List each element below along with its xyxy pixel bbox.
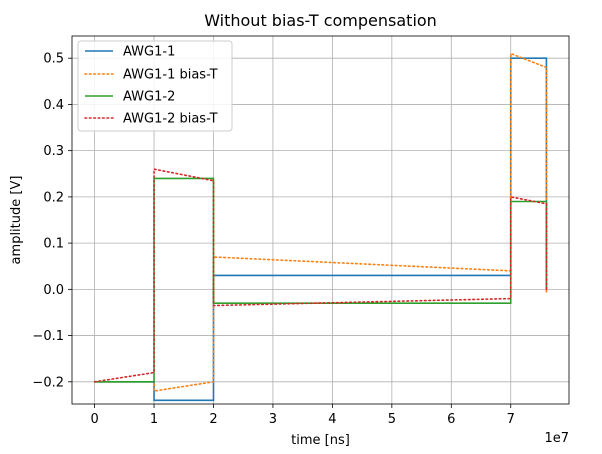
legend-label: AWG1-2 bias-T	[123, 112, 218, 127]
plot-series	[93, 52, 548, 402]
x-tick-label: 4	[328, 412, 336, 427]
x-axis-offset-label: 1e7	[544, 431, 569, 446]
x-tick-label: 2	[209, 412, 217, 427]
chart-title: Without bias-T compensation	[204, 11, 437, 30]
axis-ticks: 0 1 2 3 4 5 6 7 −0.2 −0.1 0.0 0.1 0.2 0.3 0.4 0.5	[32, 52, 514, 427]
x-tick-label: 7	[507, 412, 515, 427]
x-tick-label: 5	[388, 412, 396, 427]
x-tick-label: 0	[90, 412, 98, 427]
x-tick-label: 3	[269, 412, 277, 427]
legend-entry-awg1-1: AWG1-1	[85, 45, 175, 60]
y-tick-label: 0.3	[43, 144, 64, 159]
series-line-awg1-1-bias-t	[93, 52, 548, 392]
x-tick-label: 1	[150, 412, 158, 427]
y-tick-label: −0.2	[32, 375, 64, 390]
legend-entry-awg1-2-bias-t: AWG1-2 bias-T	[84, 112, 218, 127]
y-axis-title: amplitude [V]	[9, 176, 24, 265]
legend-label: AWG1-2	[123, 90, 175, 105]
y-tick-label: 0.5	[43, 52, 64, 67]
x-tick-label: 6	[447, 412, 455, 427]
legend-entry-awg1-2: AWG1-2	[85, 90, 175, 105]
legend-entry-awg1-1-bias-t: AWG1-1 bias-T	[84, 68, 218, 83]
legend-label: AWG1-1 bias-T	[123, 68, 218, 83]
y-tick-label: 0.0	[43, 283, 64, 298]
legend: AWG1-1 AWG1-1 bias-T AWG1-2 AWG1-2 bias-…	[77, 40, 233, 132]
plot-frame	[71, 35, 570, 405]
legend-label: AWG1-1	[123, 45, 175, 60]
y-tick-label: 0.1	[43, 237, 64, 252]
y-tick-label: 0.4	[43, 98, 64, 113]
x-axis-title: time [ns]	[291, 433, 350, 448]
y-tick-label: −0.1	[32, 329, 64, 344]
legend-box	[77, 40, 233, 132]
series-line-awg1-2-bias-t	[93, 168, 548, 383]
y-tick-label: 0.2	[43, 190, 64, 205]
